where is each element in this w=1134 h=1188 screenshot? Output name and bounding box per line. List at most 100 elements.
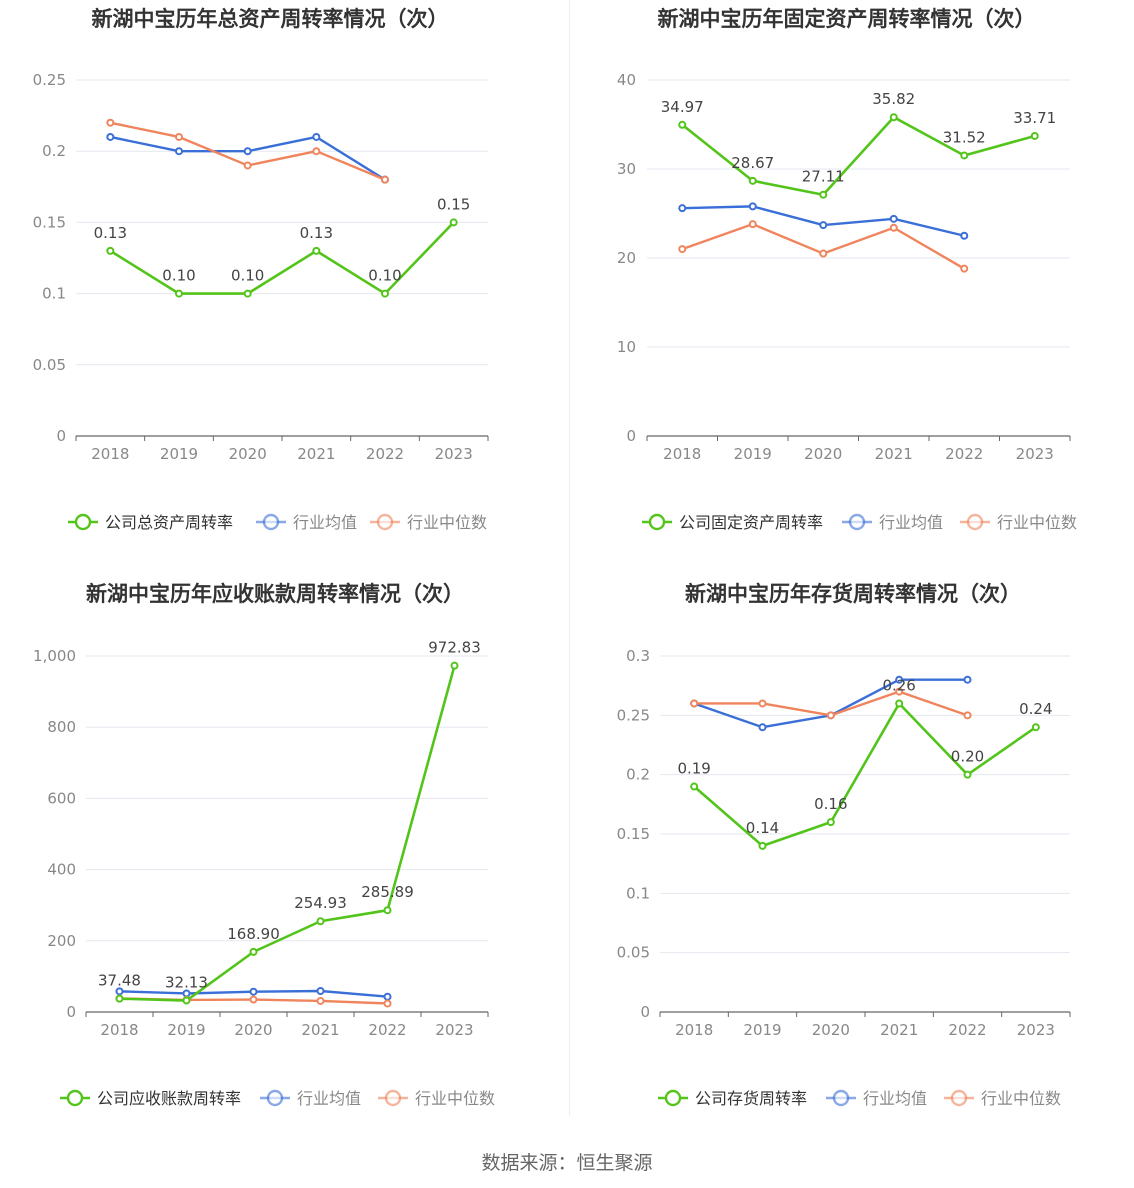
chart-panel-fixed-assets: 新湖中宝历年固定资产周转率情况（次） 0 10 20 30 40 2018 2019 2020 2… xyxy=(567,0,1134,576)
data-label: 27.11 xyxy=(802,168,845,186)
series-point-avg xyxy=(383,992,392,1001)
legend-item-company: 公司总资产周转率 xyxy=(68,513,233,532)
data-label: 31.52 xyxy=(943,128,986,146)
legend-circle-icon xyxy=(848,513,866,531)
series-point-company xyxy=(106,246,115,255)
x-tick-label: 2021 xyxy=(880,1021,918,1039)
y-tick-label: 0.05 xyxy=(617,944,650,962)
y-tick-label: 600 xyxy=(47,789,76,807)
y-tick-label: 0 xyxy=(56,427,66,445)
series-point-company xyxy=(758,841,767,850)
y-tick-label: 40 xyxy=(617,71,636,89)
series-point-company xyxy=(316,917,325,926)
series-point-company xyxy=(748,176,757,185)
series-point-avg xyxy=(106,132,115,141)
data-label: 35.82 xyxy=(872,90,915,108)
legend-label: 公司应收账款周转率 xyxy=(97,1089,241,1108)
legend-label: 行业均值 xyxy=(879,513,943,532)
series-point-company xyxy=(383,906,392,915)
series-point-avg xyxy=(115,987,124,996)
x-tick-label: 2020 xyxy=(229,445,267,463)
series-point-median xyxy=(381,175,389,184)
series-point-company xyxy=(175,289,183,298)
series-line-company xyxy=(681,115,1036,197)
y-tick-label: 0.1 xyxy=(42,285,66,303)
data-label: 37.48 xyxy=(98,972,141,990)
legend-label: 行业中位数 xyxy=(415,1089,495,1108)
x-tick-label: 2020 xyxy=(234,1021,272,1039)
series-point-avg xyxy=(889,214,898,223)
series-point-avg xyxy=(678,204,687,213)
series-point-avg xyxy=(175,147,183,156)
data-label: 0.14 xyxy=(746,819,779,837)
chart-panel-total-assets: 新湖中宝历年总资产周转率情况（次） 0 0.05 0.1 0.15 0.2 0.25 2018… xyxy=(0,0,567,576)
legend-item-avg: 行业均值 xyxy=(256,513,357,532)
series-point-company xyxy=(449,218,458,227)
legend-item-median: 行业中位数 xyxy=(378,1089,495,1108)
series-point-company xyxy=(450,661,459,670)
series-point-company xyxy=(249,947,258,956)
legend-label: 行业中位数 xyxy=(407,513,487,532)
chart-group: 新湖中宝历年固定资产周转率情况（次） 0 10 20 30 40 2018 2019 2020 2… xyxy=(617,7,1077,532)
legend-label: 公司存货周转率 xyxy=(695,1089,807,1108)
x-tick-label: 2018 xyxy=(91,445,129,463)
y-tick-label: 0.2 xyxy=(626,766,650,784)
legend-circle-icon xyxy=(74,513,92,531)
y-tick-label: 0.25 xyxy=(33,71,66,89)
series-point-company xyxy=(243,289,252,298)
series-point-median xyxy=(963,711,972,720)
legend-label: 行业均值 xyxy=(863,1089,927,1108)
legend-item-avg: 行业均值 xyxy=(826,1089,927,1108)
y-tick-label: 10 xyxy=(617,338,636,356)
y-tick-label: 0 xyxy=(626,427,636,445)
series-point-median xyxy=(175,132,183,141)
series-point-median xyxy=(249,995,258,1004)
legend-label: 行业均值 xyxy=(297,1089,361,1108)
data-label: 0.15 xyxy=(437,195,470,213)
series-point-median xyxy=(895,687,904,696)
series-point-company xyxy=(690,782,699,791)
x-tick-label: 2023 xyxy=(435,445,473,463)
series-line-company xyxy=(119,665,456,1002)
series-point-avg xyxy=(316,986,325,995)
legend-item-median: 行业中位数 xyxy=(944,1089,1061,1108)
chart-title: 新湖中宝历年固定资产周转率情况（次） xyxy=(658,7,1036,31)
chart-svg-receivables: 新湖中宝历年应收账款周转率情况（次） 0 200 400 600 800 1,000 2018… xyxy=(33,582,495,1108)
y-tick-label: 0.15 xyxy=(33,213,66,231)
y-tick-label: 200 xyxy=(47,932,76,950)
series-point-company xyxy=(312,246,321,255)
chart-svg-total-assets: 新湖中宝历年总资产周转率情况（次） 0 0.05 0.1 0.15 0.2 0.25 2018… xyxy=(33,7,489,532)
legend-circle-icon xyxy=(664,1089,682,1107)
chart-panel-receivables: 新湖中宝历年应收账款周转率情况（次） 0 200 400 600 800 1,000 2018… xyxy=(0,576,567,1152)
y-tick-label: 0.25 xyxy=(617,706,650,724)
y-tick-label: 0.3 xyxy=(626,647,650,665)
series-point-avg xyxy=(895,675,904,684)
series-point-median xyxy=(889,223,898,232)
y-tick-label: 0.2 xyxy=(42,142,66,160)
series-point-company xyxy=(963,770,972,779)
x-tick-label: 2023 xyxy=(1017,1021,1055,1039)
data-label: 0.10 xyxy=(162,267,195,285)
series-point-median xyxy=(316,996,325,1005)
series-line-median xyxy=(681,222,965,270)
y-tick-label: 1,000 xyxy=(33,647,76,665)
data-label: 0.24 xyxy=(1019,700,1052,718)
legend-item-company: 公司应收账款周转率 xyxy=(60,1089,241,1108)
chart-title: 新湖中宝历年总资产周转率情况（次） xyxy=(92,7,449,31)
data-label: 28.67 xyxy=(731,154,774,172)
data-label: 34.97 xyxy=(661,98,704,116)
chart-svg-inventory: 新湖中宝历年存货周转率情况（次） 0 0.05 0.1 0.15 0.2 0.25 0.3 20… xyxy=(617,582,1071,1108)
series-point-median xyxy=(819,249,828,258)
legend-circle-icon xyxy=(950,1089,968,1107)
series-point-company xyxy=(826,818,835,827)
y-tick-label: 0 xyxy=(66,1003,76,1021)
series-point-company xyxy=(182,996,191,1005)
series-point-avg xyxy=(960,231,969,240)
x-tick-label: 2019 xyxy=(167,1021,205,1039)
x-tick-label: 2020 xyxy=(804,445,842,463)
series-point-company xyxy=(381,289,389,298)
data-label: 0.20 xyxy=(951,748,984,766)
legend-item-company: 公司固定资产周转率 xyxy=(642,513,823,532)
data-label: 0.13 xyxy=(94,224,127,242)
data-label: 0.19 xyxy=(677,760,710,778)
